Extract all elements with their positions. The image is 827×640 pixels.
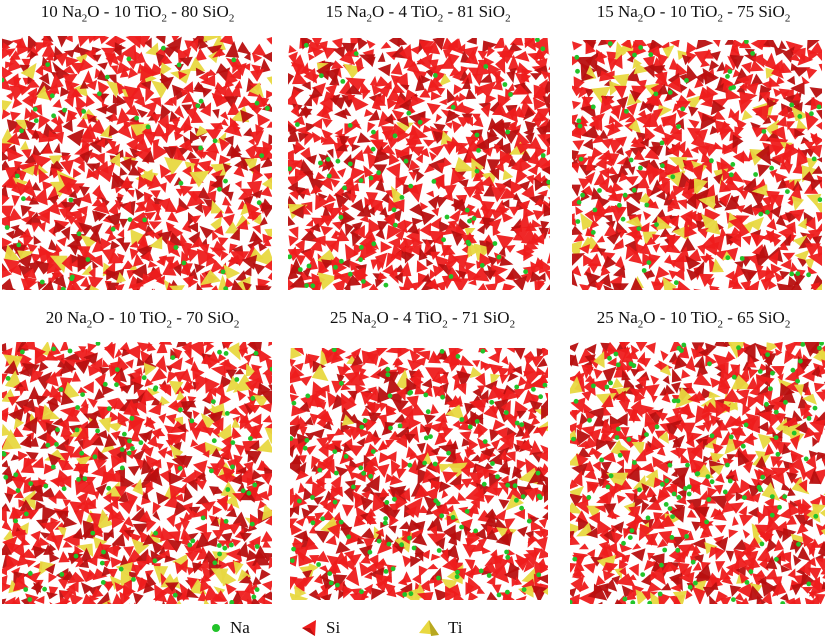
- legend-label-si: Si: [326, 618, 341, 637]
- structure-panel-4: [2, 342, 272, 604]
- structure-panel-2: [288, 38, 550, 290]
- legend-item-na: Na: [210, 618, 250, 638]
- green-sphere-icon: [212, 624, 220, 632]
- panel-title-6: 25 Na2O - 10 TiO2 - 65 SiO2: [596, 308, 791, 331]
- panel-title-2: 15 Na2O - 4 TiO2 - 81 SiO2: [325, 2, 511, 25]
- legend-item-si: Si: [300, 618, 340, 638]
- structure-panel-6: [570, 342, 825, 604]
- panel-title-3: 15 Na2O - 10 TiO2 - 75 SiO2: [596, 2, 791, 25]
- structure-panel-1: [2, 36, 272, 290]
- legend-item-ti: Ti: [418, 618, 463, 638]
- legend-label-ti: Ti: [448, 618, 463, 637]
- panel-title-4: 20 Na2O - 10 TiO2 - 70 SiO2: [45, 308, 240, 331]
- yellow-tetrahedron-icon: [419, 620, 439, 636]
- panel-title-5: 25 Na2O - 4 TiO2 - 71 SiO2: [329, 308, 516, 331]
- red-tetrahedron-icon: [302, 620, 316, 636]
- legend-label-na: Na: [230, 618, 250, 637]
- panel-title-1: 10 Na2O - 10 TiO2 - 80 SiO2: [40, 2, 235, 25]
- legend: Na Si Ti: [0, 618, 827, 640]
- structure-panel-5: [290, 348, 548, 600]
- structure-panel-3: [572, 40, 822, 290]
